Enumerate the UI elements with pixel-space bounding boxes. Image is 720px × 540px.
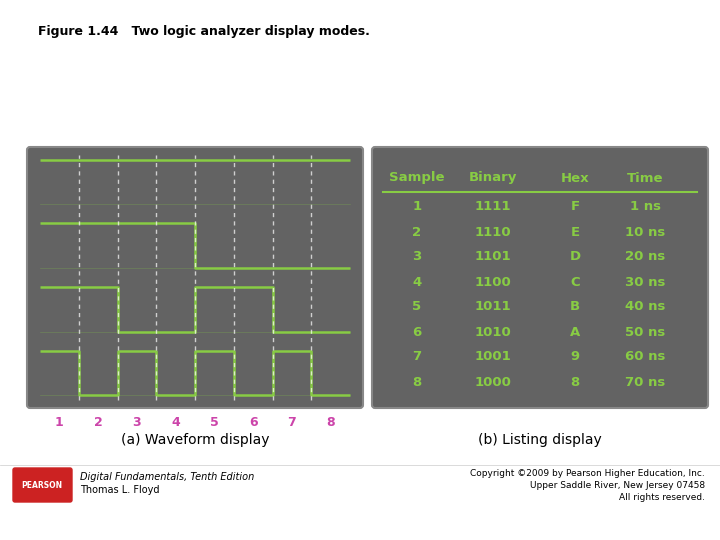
Text: Copyright ©2009 by Pearson Higher Education, Inc.: Copyright ©2009 by Pearson Higher Educat… <box>470 469 705 477</box>
Text: 1001: 1001 <box>474 350 511 363</box>
Text: 1100: 1100 <box>474 275 511 288</box>
FancyBboxPatch shape <box>372 147 708 408</box>
Text: 7: 7 <box>287 416 296 429</box>
Text: 8: 8 <box>413 375 422 388</box>
Text: 20 ns: 20 ns <box>625 251 665 264</box>
Text: PEARSON: PEARSON <box>22 481 63 489</box>
Text: Upper Saddle River, New Jersey 07458: Upper Saddle River, New Jersey 07458 <box>530 481 705 489</box>
Text: 8: 8 <box>570 375 580 388</box>
Text: 4: 4 <box>413 275 422 288</box>
Text: D: D <box>570 251 580 264</box>
Text: Binary: Binary <box>469 172 517 185</box>
Text: 4: 4 <box>171 416 180 429</box>
Text: 6: 6 <box>413 326 422 339</box>
Text: (b) Listing display: (b) Listing display <box>478 433 602 447</box>
Text: 1101: 1101 <box>474 251 511 264</box>
Text: 1011: 1011 <box>474 300 511 314</box>
Text: Digital Fundamentals, Tenth Edition: Digital Fundamentals, Tenth Edition <box>80 472 254 482</box>
Text: Thomas L. Floyd: Thomas L. Floyd <box>80 485 160 495</box>
Text: 1 ns: 1 ns <box>629 200 660 213</box>
Text: 1: 1 <box>55 416 64 429</box>
Text: 70 ns: 70 ns <box>625 375 665 388</box>
Text: 3: 3 <box>132 416 141 429</box>
Text: A: A <box>570 326 580 339</box>
Text: 6: 6 <box>249 416 258 429</box>
Text: 10 ns: 10 ns <box>625 226 665 239</box>
FancyBboxPatch shape <box>27 147 363 408</box>
Text: Figure 1.44   Two logic analyzer display modes.: Figure 1.44 Two logic analyzer display m… <box>38 25 370 38</box>
Text: 1010: 1010 <box>474 326 511 339</box>
Text: 2: 2 <box>94 416 102 429</box>
Text: 1110: 1110 <box>474 226 511 239</box>
Text: 50 ns: 50 ns <box>625 326 665 339</box>
Text: 40 ns: 40 ns <box>625 300 665 314</box>
Text: 3: 3 <box>413 251 422 264</box>
Text: 1111: 1111 <box>474 200 511 213</box>
Text: All rights reserved.: All rights reserved. <box>619 492 705 502</box>
Text: 30 ns: 30 ns <box>625 275 665 288</box>
Text: 1: 1 <box>413 200 422 213</box>
Text: 9: 9 <box>570 350 580 363</box>
Text: Sample: Sample <box>390 172 445 185</box>
Text: B: B <box>570 300 580 314</box>
Text: 8: 8 <box>326 416 335 429</box>
Text: F: F <box>570 200 580 213</box>
Text: C: C <box>570 275 580 288</box>
Text: 5: 5 <box>210 416 219 429</box>
Text: 2: 2 <box>413 226 422 239</box>
Text: 7: 7 <box>413 350 422 363</box>
Text: (a) Waveform display: (a) Waveform display <box>121 433 269 447</box>
FancyBboxPatch shape <box>13 468 72 502</box>
Text: 60 ns: 60 ns <box>625 350 665 363</box>
Text: Time: Time <box>626 172 663 185</box>
Text: 1000: 1000 <box>474 375 511 388</box>
Text: 5: 5 <box>413 300 422 314</box>
Text: Hex: Hex <box>561 172 589 185</box>
Text: E: E <box>570 226 580 239</box>
